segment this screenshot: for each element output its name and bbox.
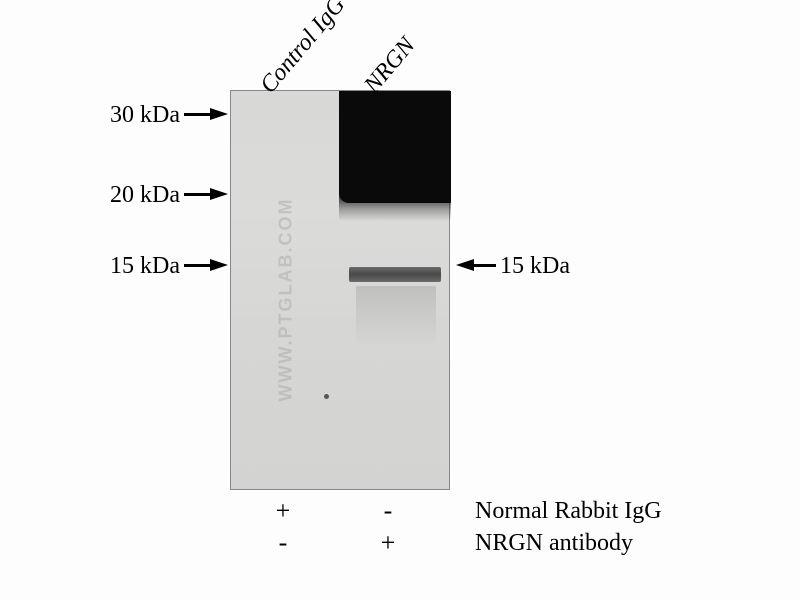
detected-arrow-head: [456, 259, 474, 271]
mw-label-20: 20 kDa: [90, 182, 180, 209]
legend-r1-c2: -: [373, 496, 403, 526]
mw-arrow-shaft-15: [184, 264, 212, 267]
blot-membrane: WWW.PTGLAB.COM: [230, 90, 450, 490]
legend-r2-c2: +: [373, 528, 403, 558]
mw-arrow-head-30: [210, 108, 228, 120]
figure-container: WWW.PTGLAB.COM Control IgG NRGN 30 kDa 2…: [0, 0, 800, 600]
faint-smear: [356, 286, 436, 346]
legend-r2-c1: -: [268, 528, 298, 558]
detected-arrow-shaft: [474, 264, 496, 267]
mw-arrow-shaft-20: [184, 193, 212, 196]
mw-label-30: 30 kDa: [90, 102, 180, 129]
watermark-text: WWW.PTGLAB.COM: [276, 182, 297, 402]
legend-r1-label: Normal Rabbit IgG: [475, 498, 662, 525]
mw-arrow-shaft-30: [184, 113, 212, 116]
legend-r1-c1: +: [268, 496, 298, 526]
legend-r2-label: NRGN antibody: [475, 530, 633, 557]
lane-label-control: Control IgG: [255, 0, 351, 99]
dark-signal-fade: [339, 191, 451, 221]
mw-arrow-head-20: [210, 188, 228, 200]
dark-signal-region: [339, 91, 451, 203]
mw-label-15: 15 kDa: [90, 253, 180, 280]
detected-band: [349, 267, 441, 282]
detected-band-label: 15 kDa: [500, 253, 570, 280]
artifact-speck: [324, 394, 329, 399]
mw-arrow-head-15: [210, 259, 228, 271]
